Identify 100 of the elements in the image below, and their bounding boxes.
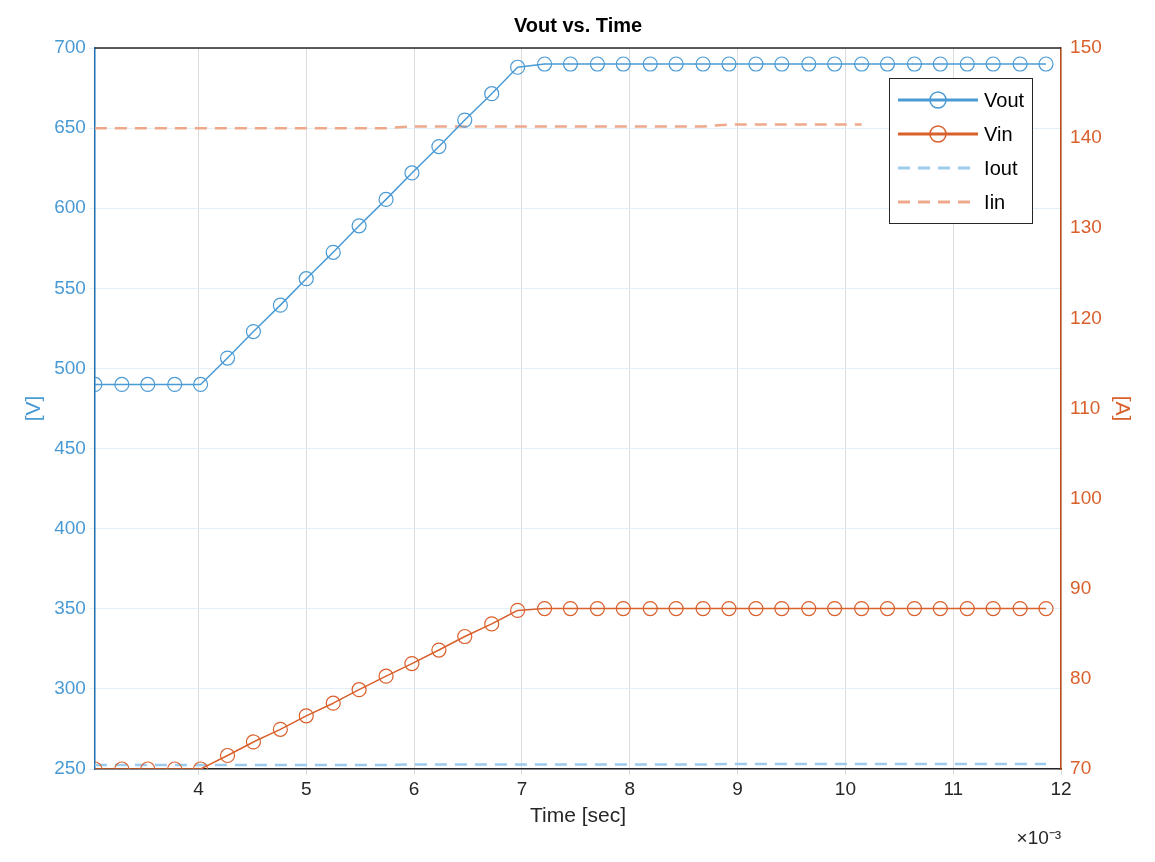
point (879, 56, 896, 72)
point (801, 600, 817, 617)
point (431, 138, 447, 155)
point (351, 218, 367, 234)
point (167, 376, 183, 393)
point (484, 86, 500, 102)
legend-label: Iout (984, 156, 1018, 180)
point (325, 244, 341, 260)
legend-label: Vin (984, 122, 1013, 146)
point (404, 655, 420, 672)
point (378, 668, 394, 684)
point (114, 376, 130, 393)
y2-tick-label: 110 (1070, 396, 1101, 418)
y-tick-label: 550 (54, 276, 86, 298)
y-axis-title: [V] (21, 395, 45, 422)
y-tick-label: 600 (54, 196, 86, 218)
point (1038, 56, 1054, 72)
point (721, 600, 737, 617)
y-tick-label: 500 (54, 356, 86, 378)
point (854, 56, 870, 72)
point (642, 56, 658, 72)
point (272, 297, 288, 313)
point (484, 616, 500, 632)
point (854, 600, 870, 617)
y2-tick-label: 130 (1070, 216, 1102, 238)
point (351, 682, 367, 698)
x-tick-label: 7 (516, 777, 528, 799)
point (879, 600, 896, 617)
point (510, 602, 526, 618)
point (1012, 56, 1028, 72)
x-tick-label: 9 (732, 777, 743, 799)
point (827, 600, 843, 617)
y2-tick-label: 140 (1070, 126, 1102, 148)
point (721, 56, 737, 72)
point (695, 600, 711, 617)
y-tick-label: 350 (54, 597, 86, 619)
point (748, 600, 764, 617)
point (325, 695, 341, 711)
y-tick-label: 650 (54, 116, 86, 138)
point (959, 56, 975, 72)
point (774, 600, 790, 617)
legend-label: Iin (984, 190, 1006, 214)
point (298, 271, 314, 287)
point (431, 642, 447, 658)
y-tick-label: 250 (54, 757, 86, 779)
point (536, 600, 553, 617)
point (272, 721, 288, 737)
point (219, 350, 236, 366)
x-tick-label: 10 (834, 777, 856, 799)
x-tick-label: 11 (943, 777, 964, 799)
point (906, 600, 923, 617)
point (245, 323, 262, 340)
point (932, 600, 948, 617)
point (801, 56, 817, 72)
y2-tick-label: 90 (1070, 576, 1092, 598)
x-tick-label: 12 (1050, 777, 1072, 799)
y2-tick-label: 70 (1070, 757, 1092, 779)
text: ×10⁻³ (1016, 826, 1062, 848)
y-tick-label: 300 (54, 677, 86, 699)
point (192, 376, 209, 393)
point (695, 56, 711, 72)
y-tick-label: 450 (54, 436, 86, 458)
point (510, 59, 526, 75)
point (774, 56, 790, 72)
point (1038, 600, 1054, 617)
point (932, 56, 948, 72)
point (536, 56, 553, 72)
y-tick-label: 700 (54, 36, 86, 58)
x-tick-label: 8 (624, 777, 636, 799)
x-axis-title: Time [sec] (529, 803, 627, 827)
point (1012, 600, 1028, 617)
x-tick-label: 5 (300, 777, 312, 799)
point (906, 56, 923, 72)
point (959, 600, 975, 617)
point (404, 165, 420, 181)
y2-tick-label: 150 (1070, 36, 1102, 58)
y2-axis-title: [A] (1111, 395, 1135, 422)
point (615, 56, 631, 72)
point (298, 708, 314, 724)
chart-title: Vout vs. Time (513, 13, 643, 36)
point (562, 600, 579, 617)
point (985, 600, 1001, 617)
point (378, 191, 394, 208)
y2-tick-label: 120 (1070, 306, 1102, 328)
y2-tick-label: 100 (1070, 486, 1102, 508)
point (668, 56, 684, 72)
point (589, 56, 606, 72)
x-tick-label: 6 (408, 777, 420, 799)
point (827, 56, 843, 72)
legend-label: Vout (984, 88, 1025, 112)
point (748, 56, 764, 72)
point (985, 56, 1001, 72)
point (615, 600, 631, 617)
point (140, 376, 156, 393)
point (589, 600, 606, 617)
y2-tick-label: 80 (1070, 667, 1092, 689)
point (668, 600, 684, 617)
x-tick-label: 4 (193, 777, 205, 799)
point (642, 600, 658, 617)
point (562, 56, 579, 72)
